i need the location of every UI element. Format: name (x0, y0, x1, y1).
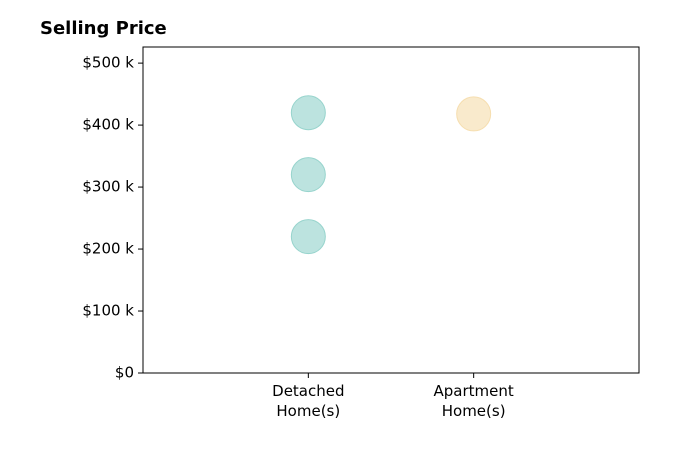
point (290, 95, 326, 131)
point (456, 96, 492, 132)
y-tick-label: $500 k (82, 54, 134, 72)
y-tick-label: $200 k (82, 240, 134, 258)
chart-title: Selling Price (40, 18, 167, 39)
point (290, 157, 326, 193)
plot-frame (142, 46, 640, 374)
point (290, 219, 326, 255)
y-tick-label: $0 (115, 364, 134, 382)
y-tick-label: $100 k (82, 302, 134, 320)
x-tick-label: Apartment Home(s) (433, 382, 514, 420)
x-tick-label: Detached Home(s) (272, 382, 345, 420)
y-tick-label: $300 k (82, 178, 134, 196)
y-tick-label: $400 k (82, 116, 134, 134)
